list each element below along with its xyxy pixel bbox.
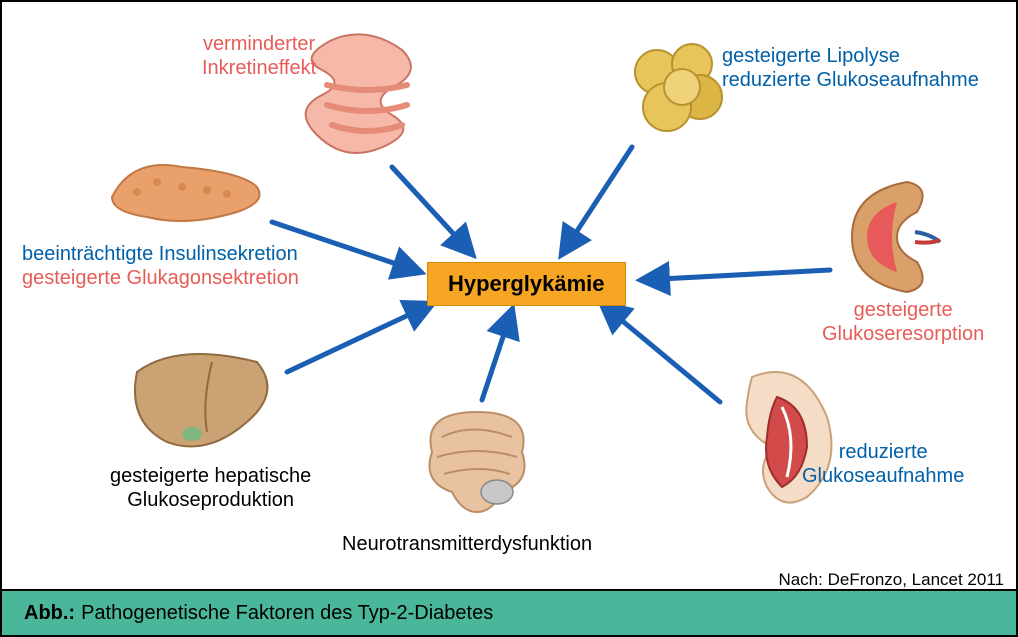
caption-prefix: Abb.:: [24, 602, 75, 625]
label-muscle: reduzierteGlukoseaufnahme: [802, 440, 964, 488]
label-fat: gesteigerte Lipolysereduzierte Glukoseau…: [722, 44, 979, 92]
diagram-area: Hyperglykämie verminderterInkretineffekt…: [2, 2, 1016, 592]
label-intestine: verminderterInkretineffekt: [202, 32, 316, 80]
fat-tissue-icon: [622, 32, 732, 142]
caption-text: Pathogenetische Faktoren des Typ-2-Diabe…: [81, 602, 493, 625]
citation-text: Nach: DeFronzo, Lancet 2011: [778, 570, 1004, 590]
figure-caption: Abb.: Pathogenetische Faktoren des Typ-2…: [2, 589, 1016, 635]
label-kidney: gesteigerteGlukoseresorption: [822, 298, 984, 346]
center-hyperglycemia-text: Hyperglykämie: [448, 271, 605, 296]
kidney-icon: [837, 172, 947, 302]
label-liver: gesteigerte hepatischeGlukoseproduktion: [110, 464, 311, 512]
liver-icon: [122, 342, 282, 462]
center-hyperglycemia-box: Hyperglykämie: [427, 262, 626, 306]
pancreas-icon: [97, 152, 267, 232]
arm-muscle-icon: [722, 362, 852, 512]
label-pancreas: beeinträchtigte Insulinsekretiongesteige…: [22, 242, 299, 290]
label-brain: Neurotransmitterdysfunktion: [342, 532, 592, 556]
figure-frame: Hyperglykämie verminderterInkretineffekt…: [0, 0, 1018, 637]
brain-icon: [402, 402, 552, 522]
